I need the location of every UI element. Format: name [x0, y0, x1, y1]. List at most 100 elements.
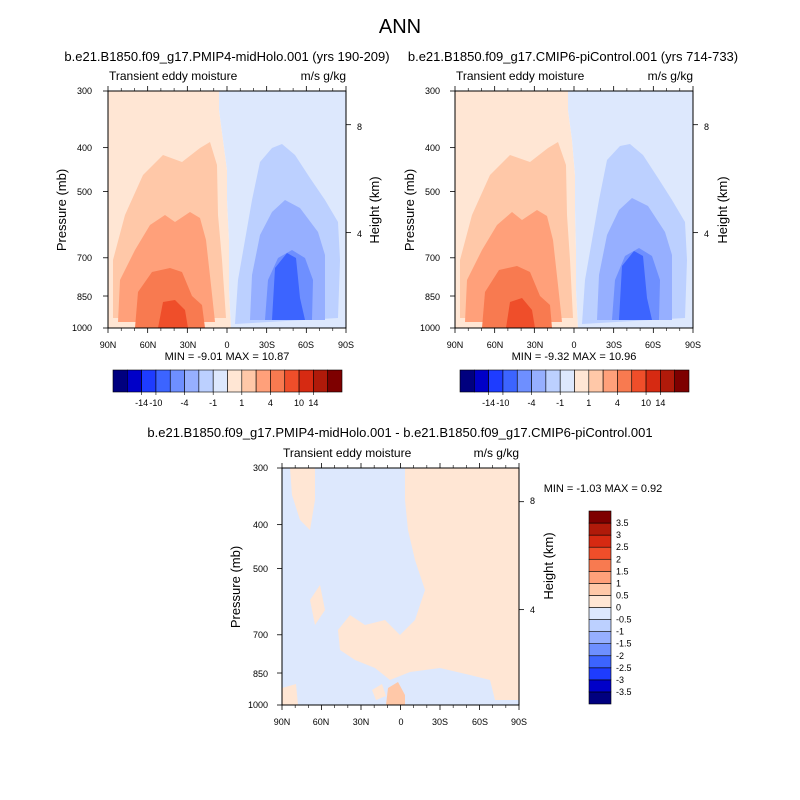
- panel-1-field: [107, 90, 347, 329]
- panel-3-colorbar-label-1: -3: [616, 675, 624, 685]
- panel-1-colorbar-label-6: 10: [294, 398, 304, 408]
- panel-1-xtick-90n: 90N: [100, 340, 117, 350]
- panel-3-ylabel: Pressure (mb): [228, 546, 243, 628]
- panel-3-colorbar-label-9: 1: [616, 578, 621, 588]
- panel-1-colorbar-box-10: [255, 369, 271, 393]
- panel-1-ylabel: Pressure (mb): [54, 169, 69, 251]
- panel-3-colorbar-label-13: 3: [616, 530, 621, 540]
- panel-2-colorbar-box-0: [459, 369, 475, 393]
- panel-1-colorbar-label-7: 14: [308, 398, 318, 408]
- panel-3-colorbar-box-14: [588, 522, 612, 536]
- panel-3-colorbar-label-7: 0: [616, 603, 621, 613]
- figure-title: ANN: [379, 16, 421, 38]
- panel-2-ytick-400: 400: [425, 143, 440, 153]
- panel-3-colorbar-box-10: [588, 571, 612, 584]
- panel-2-colorbar-box-2: [488, 369, 504, 393]
- panel-2-xtick-60s: 60S: [645, 340, 661, 350]
- panel-1-ytick-500: 500: [77, 187, 92, 197]
- panel-1-left-string: Transient eddy moisture: [109, 69, 238, 83]
- panel-2: b.e21.B1850.f09_g17.CMIP6-piControl.001 …: [402, 49, 738, 363]
- panel-2-colorbar-box-6: [545, 369, 561, 393]
- panel-3-colorbar-box-6: [588, 619, 612, 632]
- panel-3-right-string: m/s g/kg: [474, 446, 519, 460]
- panel-3-colorbar-box-0: [588, 691, 612, 705]
- panel-3-ytick-1000: 1000: [248, 700, 268, 710]
- panel-3-colorbar-label-4: -1.5: [616, 639, 632, 649]
- panel-3-colorbar-box-7: [588, 607, 612, 620]
- panel-3-minmax: MIN = -1.03 MAX = 0.92: [544, 483, 663, 495]
- panel-3-colorbar-box-12: [588, 546, 612, 560]
- panel-1-level-neg14: [272, 253, 305, 320]
- panel-3-ytick-700: 700: [253, 630, 268, 640]
- panel-1-xtick-60s: 60S: [298, 340, 314, 350]
- panel-3-xtick-90n: 90N: [274, 717, 291, 727]
- panel-2-colorbar-label-5: 4: [615, 398, 620, 408]
- panel-2-colorbar-label-4: 1: [586, 398, 591, 408]
- panel-3-level-pos-d: [372, 684, 386, 700]
- panel-3-xtick-90s: 90S: [511, 717, 527, 727]
- panel-1-xtick-60n: 60N: [140, 340, 157, 350]
- panel-3-level-pos-b: [338, 468, 519, 700]
- panel-1-ytick-1000: 1000: [72, 323, 92, 333]
- panel-3-level-pos-a: [290, 468, 315, 530]
- panel-2-colorbar-box-4: [516, 369, 532, 393]
- axis-ticks: [103, 86, 698, 710]
- panel-2-colorbar-box-3: [502, 369, 518, 393]
- panel-2-ytick-700: 700: [425, 253, 440, 263]
- panel-1-colorbar-box-13: [298, 369, 314, 393]
- panel-2-field: [454, 90, 694, 329]
- panel-3-level-pos-f: [310, 585, 325, 625]
- panel-3-ytick-400: 400: [253, 520, 268, 530]
- panel-3-xtick-30n: 30N: [353, 717, 370, 727]
- panel-2-right-string: m/s g/kg: [648, 69, 693, 83]
- panel-1-colorbar-box-15: [327, 369, 343, 393]
- panel-1-y2tick-4: 4: [357, 229, 362, 239]
- panel-2-left-string: Transient eddy moisture: [456, 69, 585, 83]
- panel-3-level-pos-e: [386, 682, 405, 705]
- panel-2-ytick-300: 300: [425, 86, 440, 96]
- panel-3-ytick-300: 300: [253, 463, 268, 473]
- panel-1-colorbar-box-6: [198, 369, 214, 393]
- panel-2-xtick-60n: 60N: [487, 340, 504, 350]
- panel-1: b.e21.B1850.f09_g17.PMIP4-midHolo.001 (y…: [54, 49, 390, 363]
- panel-3-colorbar-box-5: [588, 631, 612, 644]
- panel-3-xtick-60s: 60S: [472, 717, 488, 727]
- panel-2-xtick-30n: 30N: [527, 340, 544, 350]
- panel-2-level-pos10: [482, 266, 552, 328]
- panel-1-ytick-850: 850: [77, 292, 92, 302]
- panel-1-colorbar-label-0: -14: [135, 398, 148, 408]
- panel-3-colorbar-label-5: -1: [616, 627, 624, 637]
- panel-2-level-pos14: [506, 298, 535, 328]
- panel-1-colorbar-label-2: -4: [181, 398, 189, 408]
- panel-1-level-pos10: [135, 268, 205, 328]
- panel-1-colorbar-box-3: [155, 369, 171, 393]
- panel-3-colorbar-label-12: 2.5: [616, 542, 629, 552]
- panel-3-colorbar-box-9: [588, 583, 612, 596]
- panel-3-field: [281, 467, 520, 706]
- panel-1-xtick-30n: 30N: [180, 340, 197, 350]
- panel-2-colorbar-label-0: -14: [482, 398, 495, 408]
- panel-1-colorbar-box-5: [184, 369, 200, 393]
- panel-2-colorbar-box-14: [660, 369, 675, 393]
- panel-3-colorbar-box-11: [588, 558, 612, 572]
- panel-3-colorbar-label-3: -2: [616, 651, 624, 661]
- panel-1-colorbar-box-12: [284, 369, 300, 393]
- panel-3-colorbar-label-2: -2.5: [616, 663, 632, 673]
- panel-1-colorbar-label-3: -1: [209, 398, 217, 408]
- panel-3-title: b.e21.B1850.f09_g17.PMIP4-midHolo.001 - …: [147, 425, 652, 440]
- panel-1-minmax: MIN = -9.01 MAX = 10.87: [165, 351, 290, 363]
- panel-2-xtick-90s: 90S: [685, 340, 701, 350]
- panel-3-colorbar-box-15: [588, 510, 612, 524]
- panel-3-colorbar-box-1: [588, 679, 612, 693]
- panel-2-colorbar-box-5: [531, 369, 547, 393]
- panel-3: b.e21.B1850.f09_g17.PMIP4-midHolo.001 - …: [147, 425, 662, 727]
- panel-3-left-string: Transient eddy moisture: [283, 446, 412, 460]
- panel-2-xtick-0: 0: [571, 340, 576, 350]
- panel-3-xtick-0: 0: [398, 717, 403, 727]
- panel-3-y2tick-8: 8: [530, 496, 535, 506]
- panel-1-title: b.e21.B1850.f09_g17.PMIP4-midHolo.001 (y…: [64, 49, 389, 64]
- panel-3-colorbar-box-3: [588, 655, 612, 669]
- panel-2-minmax: MIN = -9.32 MAX = 10.96: [512, 351, 637, 363]
- panel-2-colorbar-label-7: 14: [655, 398, 665, 408]
